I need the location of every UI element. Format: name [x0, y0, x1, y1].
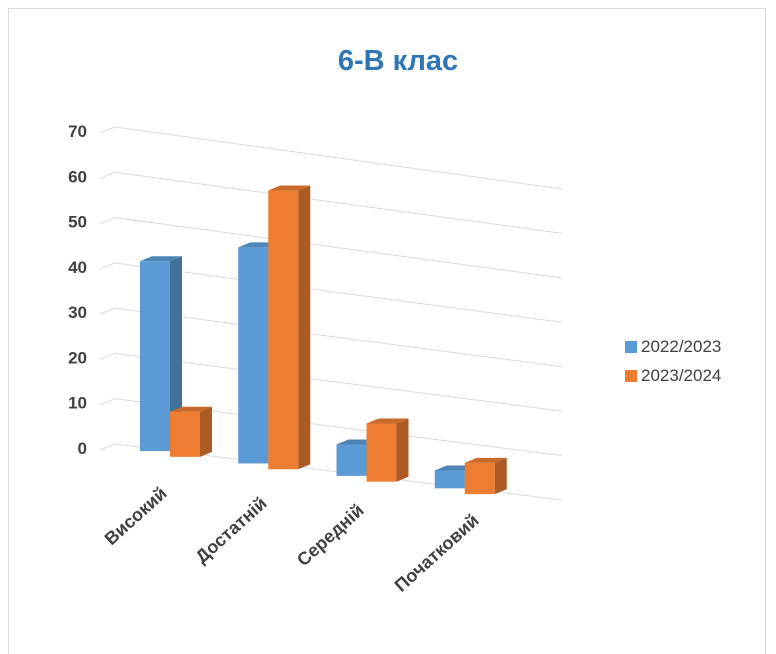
- y-tick-label: 30: [68, 303, 87, 322]
- gridline-stub: [99, 398, 116, 406]
- gridline: [114, 171, 563, 234]
- bar-front: [140, 261, 170, 452]
- gridline-stub: [99, 262, 116, 270]
- gridline-stub: [99, 307, 116, 315]
- bar-top: [140, 256, 182, 262]
- y-axis-ticks: 0 10 20 30 40 50 60 70: [68, 122, 87, 458]
- y-tick-label: 0: [78, 439, 87, 458]
- bar-top: [464, 457, 507, 463]
- bar-2023/2024-Високий: [170, 406, 212, 457]
- bar-side: [298, 185, 311, 470]
- bars: [140, 185, 507, 495]
- bar-side: [170, 256, 182, 452]
- legend-label: 2023/2024: [641, 366, 721, 385]
- x-tick-label: Достатній: [192, 493, 271, 567]
- bar-top: [170, 406, 212, 412]
- legend: 2022/2023 2023/2024: [625, 337, 721, 385]
- legend-swatch: [625, 341, 637, 353]
- legend-label: 2022/2023: [641, 337, 721, 356]
- x-tick-label: Середній: [293, 500, 368, 570]
- bar-2023/2024-Достатній: [268, 185, 311, 470]
- bar-front: [434, 470, 465, 489]
- bar-front: [336, 444, 367, 476]
- bar-front: [238, 247, 269, 464]
- gridline: [114, 262, 563, 323]
- bar-front: [366, 423, 397, 482]
- chart-title: 6-В клас: [338, 45, 458, 77]
- bar-front: [464, 462, 495, 495]
- gridline-stub: [99, 352, 116, 360]
- bar-side: [200, 406, 212, 457]
- x-axis-ticks: Високий Достатній Середній Початковий: [101, 483, 483, 596]
- gridline-stub: [99, 217, 116, 225]
- bar-side: [494, 457, 507, 495]
- gridline: [114, 217, 563, 279]
- y-tick-label: 60: [68, 167, 87, 186]
- bar-front: [268, 190, 299, 470]
- bar-side: [396, 418, 409, 482]
- gridline: [114, 352, 563, 412]
- bar-front: [170, 411, 200, 457]
- y-tick-label: 50: [68, 213, 87, 232]
- gridline: [114, 307, 563, 368]
- gridline-stub: [99, 126, 116, 134]
- gridline: [114, 126, 563, 190]
- chart-frame: [8, 8, 766, 654]
- y-tick-label: 70: [68, 122, 87, 141]
- gridline-stub: [99, 443, 116, 451]
- y-tick-label: 10: [68, 394, 87, 413]
- bar-2023/2024-Середній: [366, 418, 409, 482]
- legend-swatch: [625, 370, 637, 382]
- x-tick-label: Високий: [101, 483, 171, 549]
- bar-2022/2023-Високий: [140, 256, 182, 452]
- y-tick-label: 40: [68, 258, 87, 277]
- gridline-stub: [99, 171, 116, 179]
- y-tick-label: 20: [68, 348, 87, 367]
- bar-top: [366, 418, 409, 424]
- x-tick-label: Початковий: [391, 510, 483, 596]
- bar-2023/2024-Початковий: [464, 457, 507, 495]
- bar-top: [268, 185, 311, 191]
